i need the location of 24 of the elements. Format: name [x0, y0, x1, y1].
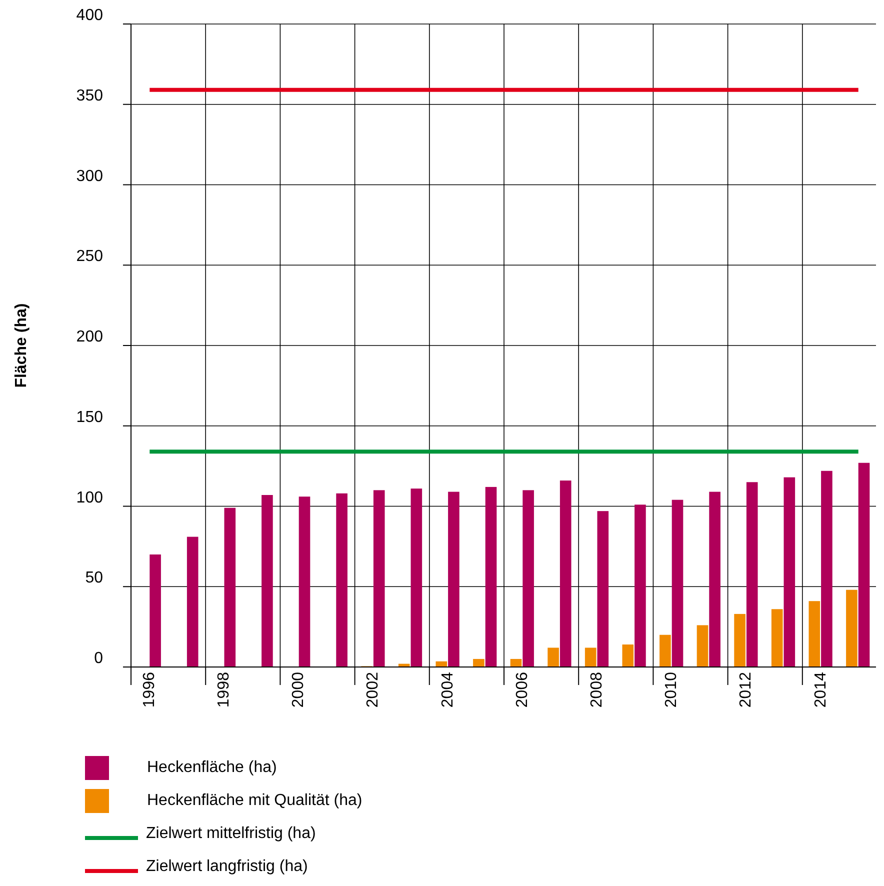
x-tick-label: 1996	[140, 672, 158, 708]
y-tick-label: 0	[94, 650, 104, 667]
x-tick-label: 2012	[738, 672, 755, 708]
x-tick-label: 2008	[588, 672, 606, 708]
x-tick-label: 1998	[215, 672, 232, 708]
x-tick-label: 2002	[364, 672, 382, 708]
y-axis-title: Fläche (ha)	[13, 303, 30, 388]
x-tick-label: 2014	[812, 672, 830, 708]
legend-label: Zielwert langfristig (ha)	[146, 858, 308, 876]
legend-label: Zielwert mittelfristig (ha)	[146, 825, 316, 842]
x-tick-label: 2000	[290, 672, 308, 708]
x-tick-label: 2010	[663, 672, 680, 708]
y-tick-label: 50	[85, 570, 104, 587]
legend-label: Heckenfläche mit Qualität (ha)	[147, 792, 362, 810]
y-tick-label: 100	[76, 489, 104, 506]
x-tick-label: 2004	[439, 672, 456, 708]
y-tick-label: 350	[76, 87, 104, 104]
y-tick-label: 150	[76, 408, 104, 426]
legend-label: Heckenfläche (ha)	[147, 759, 277, 776]
y-tick-label: 300	[76, 168, 104, 185]
y-tick-label: 400	[76, 7, 104, 24]
y-tick-label: 250	[76, 248, 104, 266]
y-tick-label: 200	[76, 328, 104, 346]
x-tick-label: 2006	[514, 672, 531, 708]
